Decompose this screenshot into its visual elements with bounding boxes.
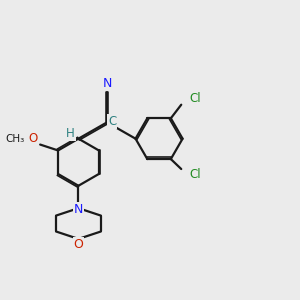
- Text: N: N: [102, 77, 112, 90]
- Text: O: O: [74, 238, 83, 251]
- Text: H: H: [66, 127, 75, 140]
- Text: N: N: [74, 203, 83, 217]
- Text: Cl: Cl: [189, 92, 201, 105]
- Text: O: O: [29, 132, 38, 145]
- Text: C: C: [108, 115, 116, 128]
- Text: methoxy: methoxy: [14, 137, 20, 138]
- Text: methoxy: methoxy: [15, 136, 22, 138]
- Text: Cl: Cl: [189, 168, 201, 182]
- Text: CH₃: CH₃: [5, 134, 24, 144]
